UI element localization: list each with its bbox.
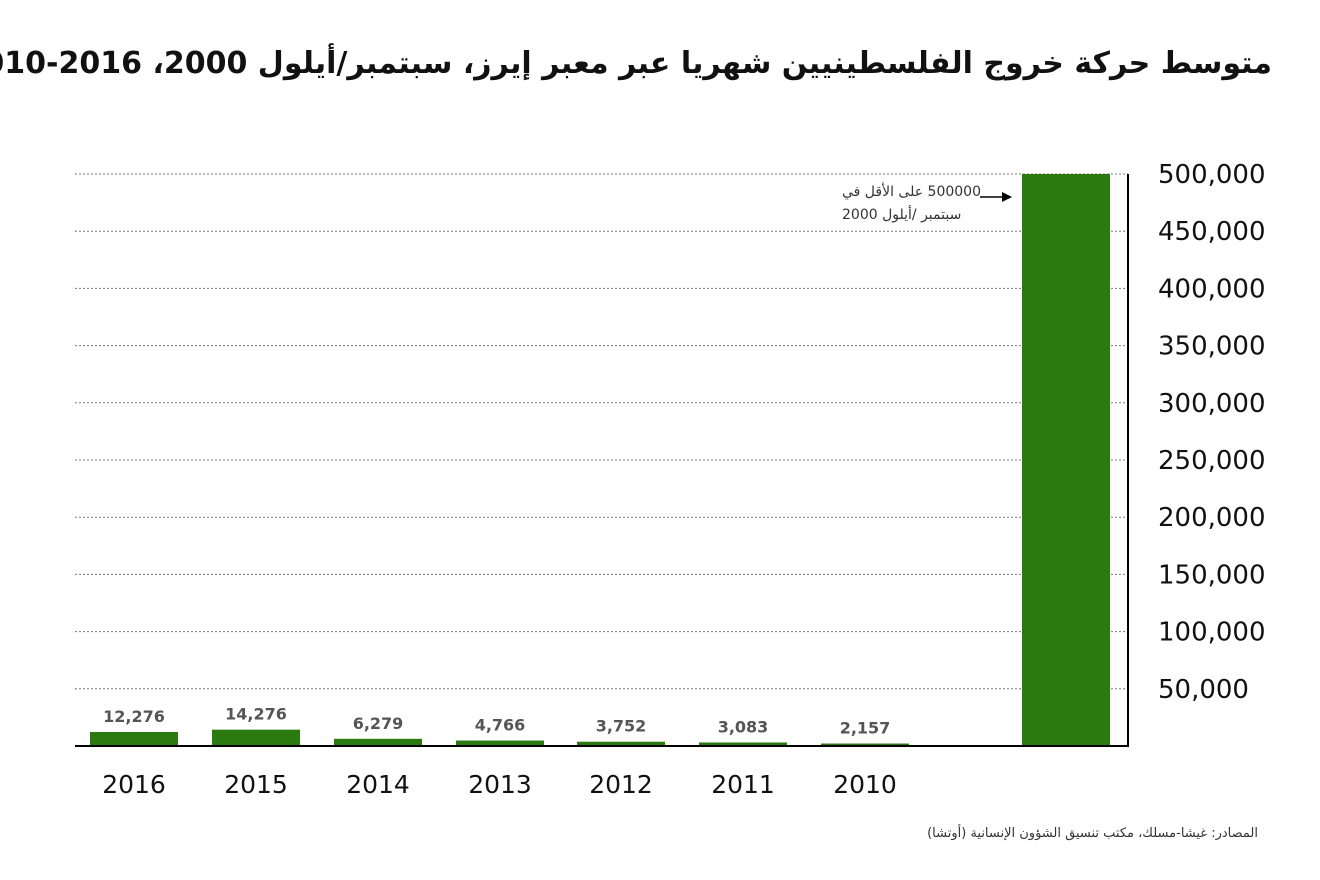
- x-tick-label: 2013: [468, 770, 532, 799]
- x-tick-label: 2015: [224, 770, 288, 799]
- arrow-icon: [1002, 192, 1012, 202]
- source-note: المصادر: غيشا-مسلك، مكتب تنسيق الشؤون ال…: [927, 826, 1258, 841]
- x-tick-label: 2012: [589, 770, 653, 799]
- y-tick-label: 100,000: [1158, 618, 1266, 648]
- data-label: 3,083: [718, 717, 769, 736]
- y-tick-label: 300,000: [1158, 389, 1266, 419]
- bar: [212, 729, 300, 746]
- data-label: 3,752: [596, 717, 647, 736]
- bar: [821, 743, 909, 746]
- bar: [577, 741, 665, 746]
- x-tick-label: 2016: [102, 770, 166, 799]
- data-label: 6,279: [353, 714, 404, 733]
- x-tick-label: 2011: [711, 770, 775, 799]
- y-tick-label: 450,000: [1158, 217, 1266, 247]
- annotation-text: سبتمبر /أيلول 2000: [842, 205, 961, 223]
- x-tick-label: 2010: [833, 770, 897, 799]
- chart-title: متوسط حركة خروج الفلسطينيين شهريا عبر مع…: [0, 46, 1272, 81]
- y-tick-label: 200,000: [1158, 503, 1266, 533]
- x-tick-label: 2014: [346, 770, 410, 799]
- y-tick-label: 350,000: [1158, 332, 1266, 362]
- y-tick-label: 50,000: [1158, 675, 1249, 705]
- data-label: 12,276: [103, 707, 165, 726]
- bar: [699, 742, 787, 746]
- y-tick-label: 250,000: [1158, 446, 1266, 476]
- bar: [334, 738, 422, 746]
- data-label: 2,157: [840, 719, 891, 738]
- y-tick-label: 500,000: [1158, 160, 1266, 190]
- annotation-text: 500000 على الأقل في: [842, 182, 981, 200]
- bar: [90, 731, 178, 746]
- y-tick-label: 400,000: [1158, 274, 1266, 304]
- bar: [1022, 174, 1110, 746]
- data-label: 4,766: [475, 716, 526, 735]
- y-tick-label: 150,000: [1158, 560, 1266, 590]
- data-label: 14,276: [225, 705, 287, 724]
- bar: [456, 740, 544, 746]
